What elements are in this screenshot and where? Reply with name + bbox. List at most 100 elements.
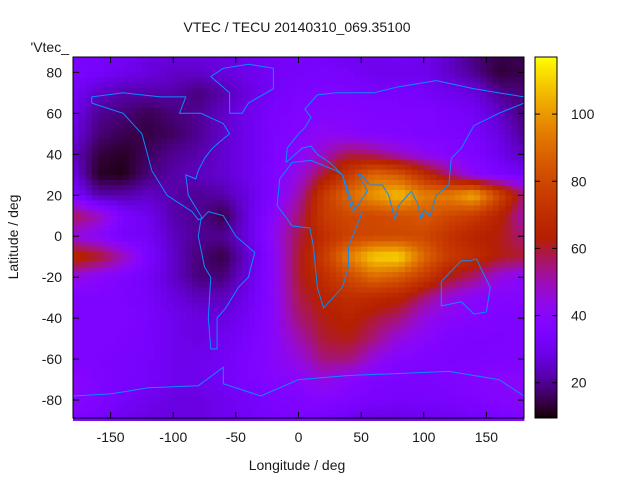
heatmap-cell	[98, 231, 105, 237]
heatmap-cell	[455, 210, 462, 217]
heatmap-cell	[317, 405, 324, 411]
heatmap-cell	[354, 57, 362, 63]
heatmap-cell	[129, 384, 137, 391]
heatmap-cell	[336, 174, 343, 181]
heatmap-cell	[179, 164, 187, 171]
heatmap-cell	[185, 261, 193, 268]
heatmap-cell	[98, 328, 105, 334]
heatmap-cell	[223, 174, 230, 181]
heatmap-cell	[480, 282, 487, 288]
heatmap-cell	[311, 144, 318, 150]
heatmap-cell	[110, 272, 118, 278]
heatmap-cell	[204, 389, 212, 396]
heatmap-cell	[248, 251, 256, 258]
heatmap-cell	[398, 400, 406, 406]
heatmap-cell	[248, 128, 256, 135]
heatmap-cell	[254, 225, 262, 232]
heatmap-cell	[311, 67, 318, 73]
heatmap-cell	[336, 313, 343, 319]
heatmap-cell	[480, 389, 487, 396]
heatmap-cell	[123, 133, 130, 140]
heatmap-cell	[248, 348, 256, 355]
heatmap-cell	[285, 57, 293, 63]
heatmap-cell	[392, 246, 400, 252]
heatmap-cell	[185, 323, 193, 329]
heatmap-cell	[273, 138, 281, 145]
heatmap-cell	[373, 97, 381, 104]
heatmap-cell	[123, 364, 130, 370]
heatmap-cell	[166, 410, 174, 416]
heatmap-cell	[135, 297, 143, 304]
heatmap-cell	[392, 282, 400, 288]
heatmap-cell	[285, 359, 293, 365]
heatmap-cell	[273, 348, 281, 355]
heatmap-cell	[229, 266, 237, 273]
heatmap-cell	[79, 133, 86, 140]
heatmap-cell	[267, 205, 274, 212]
heatmap-cell	[248, 77, 256, 83]
heatmap-cell	[217, 394, 224, 401]
heatmap-cell	[398, 179, 406, 186]
heatmap-cell	[279, 225, 287, 232]
heatmap-cell	[91, 179, 99, 186]
heatmap-cell	[367, 154, 375, 160]
heatmap-cell	[110, 400, 118, 406]
heatmap-cell	[348, 364, 356, 370]
heatmap-cell	[129, 241, 137, 247]
heatmap-cell	[404, 405, 412, 411]
heatmap-cell	[248, 82, 256, 89]
heatmap-cell	[336, 246, 343, 252]
heatmap-cell	[141, 246, 149, 252]
heatmap-cell	[85, 246, 93, 252]
heatmap-cell	[98, 133, 105, 140]
heatmap-cell	[242, 154, 249, 160]
heatmap-cell	[217, 169, 224, 176]
heatmap-cell	[141, 369, 149, 375]
heatmap-cell	[285, 246, 293, 252]
heatmap-cell	[104, 133, 111, 140]
heatmap-cell	[298, 313, 306, 319]
heatmap-cell	[511, 400, 519, 406]
heatmap-cell	[505, 67, 512, 73]
heatmap-cell	[361, 266, 368, 273]
heatmap-cell	[411, 215, 418, 222]
heatmap-cell	[304, 205, 312, 212]
heatmap-cell	[304, 128, 312, 135]
heatmap-cell	[85, 302, 93, 309]
heatmap-cell	[73, 108, 80, 114]
heatmap-cell	[104, 108, 111, 114]
heatmap-cell	[73, 82, 80, 89]
heatmap-cell	[317, 210, 324, 217]
heatmap-cell	[354, 179, 362, 186]
heatmap-cell	[348, 379, 356, 386]
heatmap-cell	[135, 225, 143, 232]
heatmap-cell	[79, 348, 86, 355]
heatmap-cell	[160, 118, 168, 124]
heatmap-cell	[448, 123, 456, 130]
heatmap-cell	[267, 231, 274, 237]
heatmap-cell	[279, 389, 287, 396]
heatmap-cell	[354, 195, 362, 201]
heatmap-cell	[198, 138, 205, 145]
heatmap-cell	[505, 128, 512, 135]
heatmap-cell	[492, 205, 500, 212]
heatmap-cell	[392, 67, 400, 73]
heatmap-cell	[116, 256, 124, 263]
heatmap-cell	[110, 246, 118, 252]
heatmap-cell	[430, 374, 437, 380]
heatmap-cell	[110, 374, 118, 380]
heatmap-cell	[417, 200, 425, 206]
heatmap-cell	[104, 348, 111, 355]
heatmap-cell	[448, 302, 456, 309]
heatmap-cell	[442, 328, 450, 334]
heatmap-cell	[166, 149, 174, 155]
heatmap-cell	[285, 251, 293, 258]
heatmap-cell	[379, 343, 387, 350]
heatmap-cell	[135, 62, 143, 68]
heatmap-cell	[436, 297, 443, 304]
heatmap-cell	[160, 410, 168, 416]
heatmap-cell	[91, 103, 99, 109]
heatmap-cell	[73, 287, 80, 293]
heatmap-cell	[505, 149, 512, 155]
heatmap-cell	[486, 210, 494, 217]
